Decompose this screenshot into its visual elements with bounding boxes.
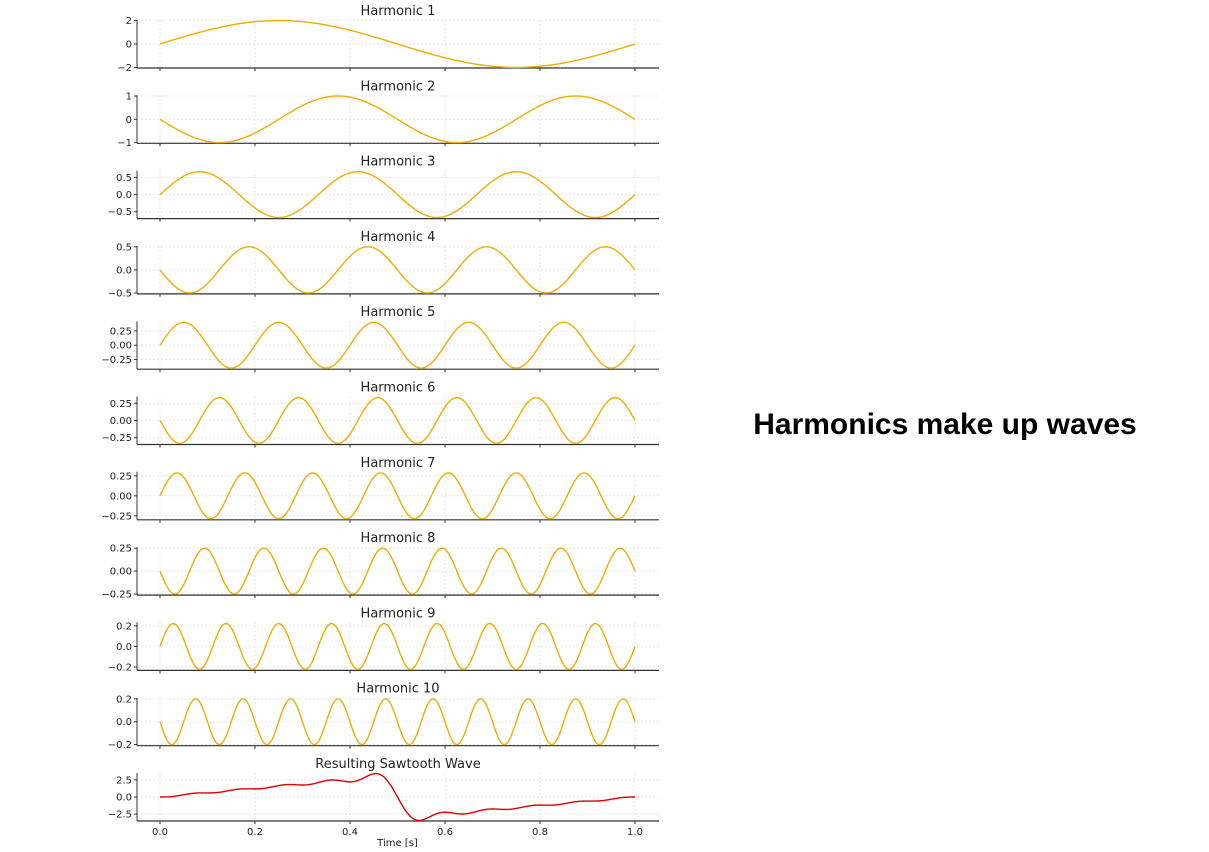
harmonic-line [159,472,636,520]
subplot-title: Harmonic 4 [361,230,436,245]
y-tick-label: 0.2 [116,621,132,632]
x-tick-label: 0.0 [152,827,168,838]
x-axis-label: Time [s] [376,838,418,849]
y-tick-label: −0.2 [108,740,132,751]
subplot-title: Harmonic 6 [361,381,436,396]
subplot-title: Harmonic 5 [361,305,436,320]
subplot-3: Harmonic 3 0.5 0.0 −0.5 [108,155,659,222]
y-tick-label: 0.2 [116,694,132,705]
y-tick-label: −0.25 [101,355,132,366]
harmonic-line [159,95,636,144]
subplot-title: Harmonic 7 [361,456,436,471]
subplot-1: Harmonic 1 2 0 −2 [117,4,659,74]
y-tick-label: 0.0 [116,265,132,276]
sawtooth-line [160,772,635,822]
subplot-9: Harmonic 9 0.2 0.0 −0.2 [108,606,659,674]
y-tick-label: 0 [126,115,132,126]
subplot-title: Harmonic 10 [356,682,439,697]
y-tick-label: 0 [126,40,132,51]
subplot-title: Harmonic 8 [361,531,436,546]
harmonic-line [159,321,636,369]
subplot-11: Resulting Sawtooth Wave 2.5 0.0 −2.5 0.0 0.2 0… [108,757,659,849]
y-tick-label: 0.25 [110,544,132,555]
subplot-8: Harmonic 8 0.25 0.00 −0.25 [101,531,659,601]
y-tick-label: 0.00 [110,567,132,578]
subplot-title: Harmonic 1 [361,4,436,19]
y-tick-label: 2.5 [116,775,132,786]
x-tick-label: 0.8 [532,827,548,838]
y-tick-label: 2 [126,16,132,27]
x-tick-label: 0.2 [247,827,263,838]
subplot-4: Harmonic 4 0.5 0.0 −0.5 [108,230,659,299]
y-tick-label: −0.25 [101,511,132,522]
harmonic-line [159,396,636,445]
y-tick-label: 0.00 [110,491,132,502]
y-tick-label: −2 [117,63,132,74]
y-tick-label: 0.0 [116,190,132,201]
y-tick-label: −0.5 [108,207,132,218]
harmonic-line [159,171,636,219]
subplot-title: Harmonic 9 [361,606,436,621]
y-tick-label: 0.0 [116,717,132,728]
y-tick-label: 0.00 [110,416,132,427]
harmonic-line [159,246,636,294]
y-tick-label: 0.0 [116,642,132,653]
y-tick-label: 0.5 [116,242,132,253]
subplot-title: Resulting Sawtooth Wave [315,757,480,772]
y-tick-label: −0.25 [101,590,132,601]
subplot-5: Harmonic 5 0.25 0.00 −0.25 [101,305,659,373]
subplot-title: Harmonic 2 [361,79,436,94]
y-tick-label: −0.5 [108,288,132,299]
y-tick-label: 0.5 [116,173,132,184]
x-tick-label: 1.0 [627,827,643,838]
y-tick-label: 0.25 [110,471,132,482]
y-tick-label: −1 [117,138,132,149]
harmonic-line [159,698,636,746]
y-tick-label: −2.5 [108,810,132,821]
y-tick-label: −0.25 [101,433,132,444]
subplot-title: Harmonic 3 [361,155,436,170]
y-tick-label: 0.25 [110,326,132,337]
y-tick-label: 0.00 [110,341,132,352]
y-tick-label: 0.25 [110,399,132,410]
y-tick-label: −0.2 [108,663,132,674]
subplot-6: Harmonic 6 0.25 0.00 −0.25 [101,381,659,448]
y-tick-label: 0.0 [116,793,132,804]
subplot-2: Harmonic 2 1 0 −1 [117,79,659,149]
x-tick-label: 0.6 [437,827,453,838]
subplot-10: Harmonic 10 0.2 0.0 −0.2 [108,682,659,751]
subplot-7: Harmonic 7 0.25 0.00 −0.25 [101,456,659,523]
slide-heading: Harmonics make up waves [753,408,1137,441]
x-tick-label: 0.4 [342,827,358,838]
harmonic-line [159,19,636,69]
harmonic-line [159,547,636,595]
y-tick-label: 1 [126,91,132,102]
harmonic-line [159,622,636,670]
